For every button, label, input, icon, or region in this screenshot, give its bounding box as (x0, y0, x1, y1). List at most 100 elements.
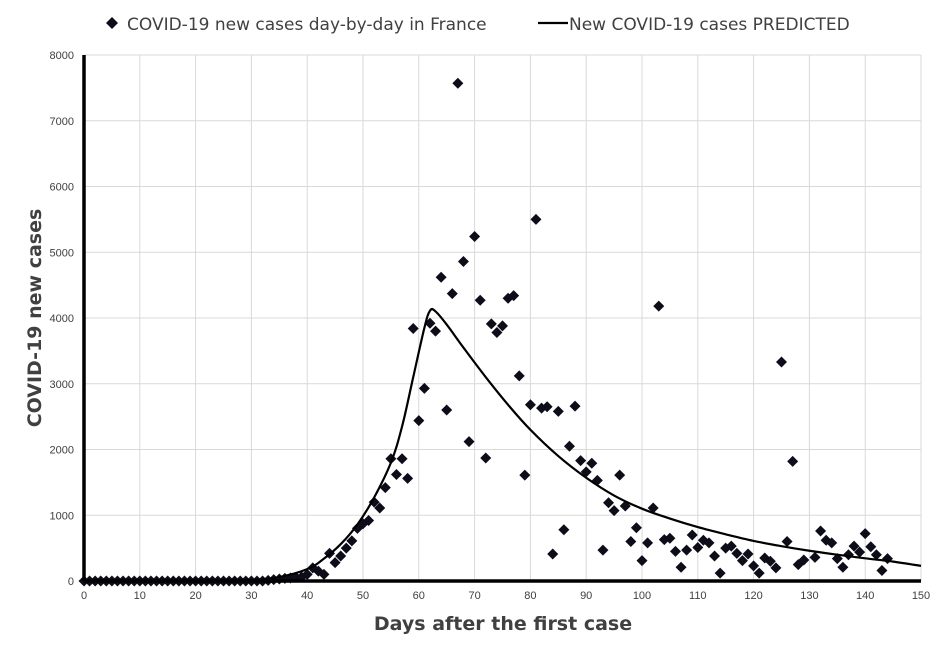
data-point-marker (630, 522, 642, 534)
data-point-marker (669, 545, 681, 557)
x-tick-label: 40 (301, 590, 313, 602)
data-point-marker (558, 524, 570, 536)
data-point-marker (407, 323, 419, 335)
y-tick-label: 4000 (50, 313, 74, 325)
data-point-marker (519, 469, 531, 481)
y-tick-label: 1000 (50, 510, 74, 522)
data-point-marker (575, 455, 587, 467)
data-point-marker (787, 455, 799, 467)
scatter-markers (78, 77, 894, 587)
legend-diamond-icon (106, 17, 118, 29)
x-tick-label: 20 (189, 590, 201, 602)
y-tick-label: 8000 (50, 50, 74, 62)
data-point-marker (882, 553, 894, 565)
data-point-marker (413, 415, 425, 427)
data-point-marker (335, 550, 347, 562)
data-point-marker (508, 290, 520, 302)
data-point-marker (865, 541, 877, 553)
data-point-marker (692, 541, 704, 553)
data-point-marker (463, 436, 475, 448)
legend-label-observed: COVID-19 new cases day-by-day in France (127, 15, 487, 35)
y-tick-label: 5000 (50, 247, 74, 259)
data-point-marker (636, 555, 648, 567)
data-point-marker (396, 453, 408, 465)
data-point-marker (742, 548, 754, 560)
y-tick-label: 2000 (50, 445, 74, 457)
data-point-marker (569, 400, 581, 412)
x-tick-label: 50 (357, 590, 369, 602)
data-point-marker (452, 77, 464, 89)
y-tick-label: 6000 (50, 182, 74, 194)
data-point-marker (859, 528, 871, 540)
data-point-marker (524, 399, 536, 411)
data-point-marker (714, 567, 726, 579)
data-point-marker (753, 567, 765, 579)
data-point-marker (363, 515, 375, 527)
x-tick-label: 80 (524, 590, 536, 602)
data-point-marker (614, 469, 626, 481)
data-point-marker (586, 457, 598, 469)
data-point-marker (329, 557, 341, 569)
data-point-marker (497, 320, 508, 332)
data-point-marker (441, 404, 453, 416)
data-point-marker (379, 482, 391, 494)
data-point-marker (736, 555, 748, 567)
data-point-marker (597, 544, 609, 556)
data-point-marker (870, 549, 882, 561)
data-point-marker (876, 564, 888, 576)
y-axis-title: COVID-19 new cases (24, 209, 46, 428)
x-tick-label: 120 (744, 590, 762, 602)
x-tick-label: 140 (856, 590, 874, 602)
data-point-marker (848, 540, 860, 552)
data-point-marker (368, 496, 380, 508)
data-point-marker (703, 537, 715, 549)
data-point-marker (547, 548, 559, 560)
data-point-marker (457, 255, 469, 267)
data-point-marker (781, 536, 793, 548)
data-point-marker (374, 502, 386, 514)
data-point-marker (725, 540, 737, 552)
data-point-marker (530, 213, 542, 225)
data-point-marker (402, 472, 414, 484)
data-point-marker (770, 562, 782, 574)
data-point-marker (541, 401, 553, 413)
x-axis-ticks: 0 10 20 30 40 50 60 70 80 90 100 110 120 130 140 150 (81, 590, 930, 602)
data-point-marker (854, 546, 866, 558)
data-point-marker (301, 568, 313, 580)
data-point-marker (748, 560, 760, 572)
data-point-marker (647, 502, 659, 514)
data-point-marker (563, 440, 575, 452)
data-point-marker (513, 370, 525, 382)
y-tick-label: 0 (68, 576, 74, 588)
data-point-marker (435, 271, 447, 283)
data-point-marker (681, 544, 693, 556)
data-point-marker (469, 230, 481, 242)
x-tick-label: 70 (468, 590, 480, 602)
x-tick-label: 110 (689, 590, 707, 602)
data-point-marker (318, 568, 330, 580)
predicted-line (84, 307, 922, 583)
data-point-marker (709, 550, 721, 562)
data-point-marker (798, 554, 810, 566)
data-point-marker (446, 288, 458, 300)
data-point-marker (418, 382, 430, 394)
y-tick-label: 7000 (50, 116, 74, 128)
x-tick-label: 10 (134, 590, 146, 602)
y-tick-label: 3000 (50, 379, 74, 391)
data-point-marker (642, 537, 654, 549)
legend: COVID-19 new cases day-by-day in France … (106, 15, 850, 35)
x-axis-title: Days after the first case (374, 613, 632, 635)
y-axis-ticks: 0 1000 2000 3000 4000 5000 6000 7000 8000 (50, 50, 74, 588)
data-point-marker (485, 318, 497, 330)
gridlines (84, 54, 922, 581)
data-point-marker (731, 547, 743, 559)
x-tick-label: 90 (580, 590, 592, 602)
data-point-marker (474, 294, 486, 306)
data-point-marker (340, 542, 352, 554)
data-point-marker (625, 536, 637, 548)
data-point-marker (552, 405, 564, 417)
data-point-marker (430, 325, 442, 337)
x-tick-label: 150 (912, 590, 930, 602)
data-point-marker (603, 497, 615, 509)
data-point-marker (491, 326, 503, 338)
